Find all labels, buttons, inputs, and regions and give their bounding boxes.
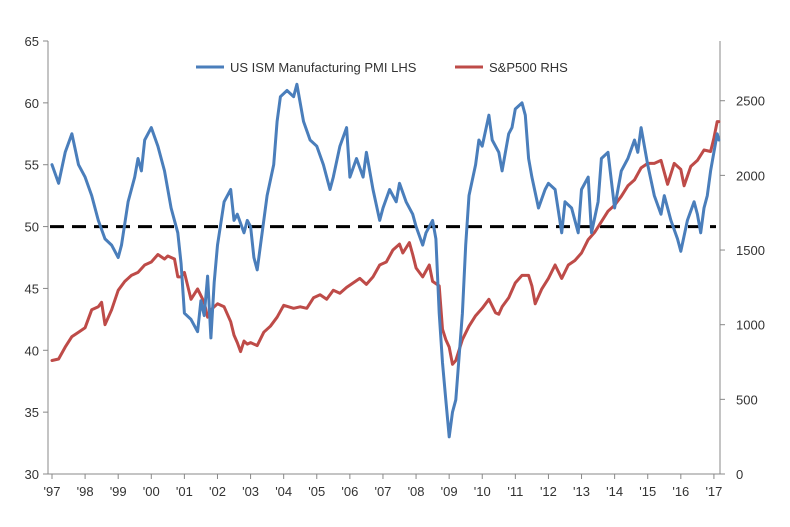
x-tick-label: '09 — [441, 484, 458, 499]
left-axis: 30 35 40 45 50 55 60 65 — [25, 34, 49, 482]
x-axis-ticks: '97 '98 '99 '00 '01 '02 '03 '04 '05 '06 '07 '08 '09 '… — [44, 474, 722, 499]
x-tick-label: '13 — [573, 484, 590, 499]
x-tick-label: '17 — [705, 484, 722, 499]
x-tick-label: '02 — [209, 484, 226, 499]
x-tick-label: '06 — [341, 484, 358, 499]
right-axis: 0 500 1000 1500 2000 2500 — [719, 41, 765, 482]
legend: US ISM Manufacturing PMI LHS S&P500 RHS — [196, 60, 568, 75]
x-tick-label: '04 — [275, 484, 292, 499]
series-line-pmi — [50, 82, 721, 439]
x-tick-label: '00 — [143, 484, 160, 499]
right-axis-ticks: 0 500 1000 1500 2000 2500 — [720, 94, 765, 482]
x-tick-label: '11 — [507, 484, 523, 499]
left-tick-label: 40 — [25, 343, 39, 358]
x-axis: '97 '98 '99 '00 '01 '02 '03 '04 '05 '06 '07 '08 '09 '… — [44, 473, 722, 499]
x-tick-label: '15 — [639, 484, 656, 499]
x-tick-label: '03 — [242, 484, 259, 499]
left-tick-label: 45 — [25, 281, 39, 296]
right-tick-label: 0 — [736, 467, 743, 482]
x-tick-label: '99 — [110, 484, 127, 499]
right-tick-label: 1500 — [736, 243, 765, 258]
x-tick-label: '97 — [44, 484, 61, 499]
right-tick-label: 500 — [736, 392, 758, 407]
left-tick-label: 35 — [25, 405, 39, 420]
left-tick-label: 30 — [25, 467, 39, 482]
left-tick-label: 65 — [25, 34, 39, 49]
x-tick-label: '01 — [176, 484, 193, 499]
right-tick-label: 2500 — [736, 94, 765, 109]
x-tick-label: '05 — [308, 484, 325, 499]
x-tick-label: '14 — [606, 484, 623, 499]
x-tick-label: '98 — [77, 484, 94, 499]
legend-label: US ISM Manufacturing PMI LHS — [230, 60, 417, 75]
series-line-sp500 — [50, 120, 721, 366]
x-tick-label: '10 — [474, 484, 491, 499]
right-tick-label: 2000 — [736, 168, 765, 183]
left-axis-ticks: 30 35 40 45 50 55 60 65 — [25, 34, 48, 482]
right-tick-label: 1000 — [736, 318, 765, 333]
legend-label: S&P500 RHS — [489, 60, 568, 75]
left-tick-label: 55 — [25, 158, 39, 173]
x-tick-label: '08 — [408, 484, 425, 499]
series-layer — [50, 82, 721, 439]
left-tick-label: 60 — [25, 96, 39, 111]
x-tick-label: '16 — [672, 484, 689, 499]
x-tick-label: '07 — [374, 484, 391, 499]
left-tick-label: 50 — [25, 220, 39, 235]
x-tick-label: '12 — [540, 484, 557, 499]
